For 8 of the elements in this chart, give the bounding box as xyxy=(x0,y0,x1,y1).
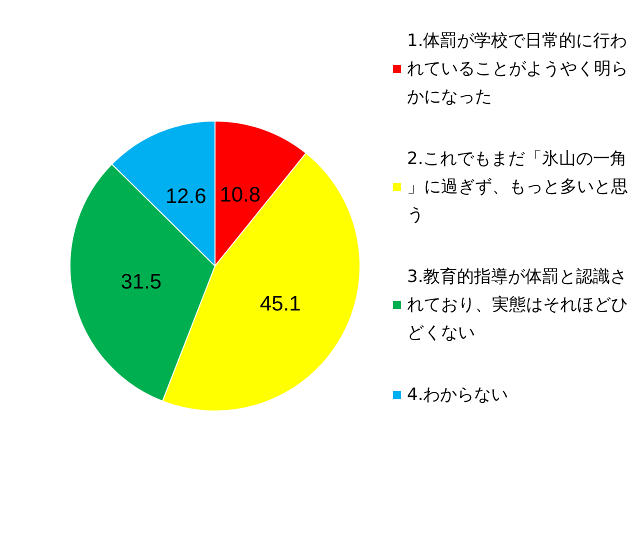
data-label: 12.6 xyxy=(165,184,206,208)
legend-label: 2.これでもまだ「氷山の一角」に過ぎず、もっと多いと思う xyxy=(407,149,628,225)
data-label: 10.8 xyxy=(220,183,261,206)
data-label: 31.5 xyxy=(120,270,162,294)
legend-label: 4.わからない xyxy=(407,385,508,405)
legend-label: 3.教育的指導が体罰と認識されており、実態はそれほどひどくない xyxy=(407,267,628,343)
legend-label: 1.体罰が学校で日常的に行われていることがようやく明らかになった xyxy=(407,31,628,107)
data-label: 45.1 xyxy=(260,292,301,316)
